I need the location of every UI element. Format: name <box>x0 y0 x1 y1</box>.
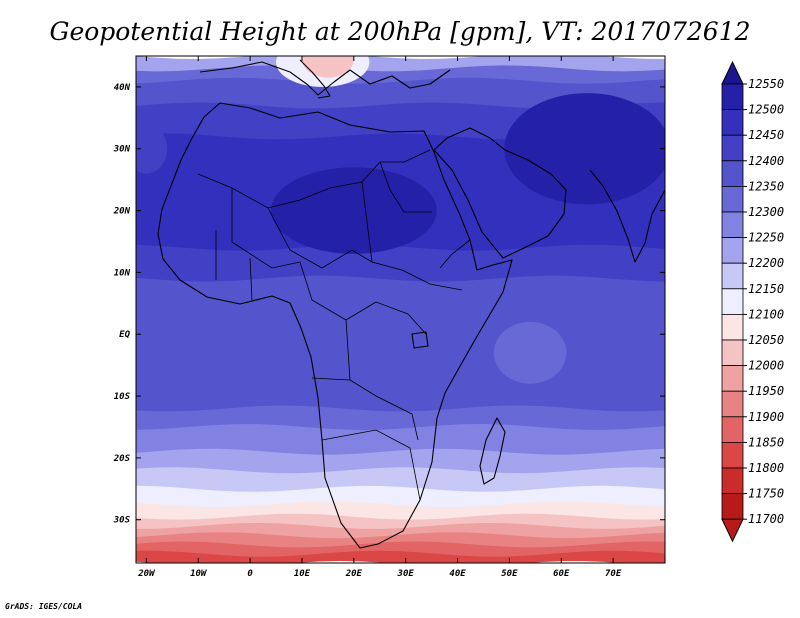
colorbar-label: 12450 <box>748 128 784 142</box>
x-tick-label: 20W <box>137 569 156 579</box>
field-patch-12000 <box>301 56 354 78</box>
colorbar-segment <box>721 493 744 520</box>
colorbar-segment <box>721 160 744 187</box>
x-tick-label: 30E <box>397 569 415 579</box>
x-tick-label: 50E <box>501 569 518 579</box>
field-band-12350 <box>136 77 665 110</box>
field-band-12400 <box>136 244 665 283</box>
y-tick-label: 10S <box>114 392 131 402</box>
x-tick-label: 10W <box>190 569 208 579</box>
colorbar-label: 12100 <box>748 307 784 321</box>
y-tick-label: 30S <box>113 516 131 526</box>
colorbar-top-arrow <box>721 60 744 85</box>
plot-frame <box>135 55 666 564</box>
x-tick-label: 0 <box>247 569 253 579</box>
colorbar-segment <box>721 185 744 213</box>
y-tick-label: 30N <box>113 145 131 155</box>
madagascar-coastline <box>479 417 506 485</box>
colorbar-label: 11900 <box>748 410 784 424</box>
grads-credit: GrADS: IGES/COLA <box>5 602 82 611</box>
colorbar-label: 12500 <box>748 103 784 117</box>
x-tick-label: 60E <box>553 569 570 579</box>
y-tick-label: 10N <box>114 268 131 278</box>
field-band-12350 <box>136 275 665 413</box>
colorbar-segment <box>721 288 744 315</box>
colorbar-label: 12000 <box>748 359 784 373</box>
coastlines <box>157 59 665 549</box>
colorbar-segment <box>721 237 744 264</box>
field-band-12300 <box>136 65 665 85</box>
arabia-coastline <box>433 127 567 259</box>
colorbar-segment <box>721 83 744 111</box>
colorbar-label: 12050 <box>748 333 784 347</box>
colorbar-label: 11850 <box>748 435 784 449</box>
geopotential-field <box>136 56 665 563</box>
europe-coastline <box>199 61 451 96</box>
colorbar-label: 12200 <box>748 256 784 270</box>
border-lines <box>197 149 471 501</box>
colorbar-label: 12400 <box>748 154 784 168</box>
italy-coastline <box>299 59 331 99</box>
colorbar-label: 12300 <box>748 205 784 219</box>
colorbar-segment <box>721 416 744 443</box>
country-borders <box>197 149 471 501</box>
field-band-12000 <box>136 513 665 530</box>
africa-coastline <box>157 102 513 549</box>
field-band-12200 <box>136 56 665 73</box>
field-patch-12500 <box>270 167 437 254</box>
x-tick-label: 40E <box>449 569 466 579</box>
colorbar-segment <box>721 262 744 290</box>
field-band-11800 <box>136 550 665 563</box>
field-band-12250 <box>136 424 665 456</box>
y-tick-label: 20S <box>113 454 131 464</box>
field-patch-12500 <box>504 93 665 205</box>
colorbar-bottom-arrow <box>721 518 744 543</box>
colorbar-segment <box>721 109 744 136</box>
field-band-11850 <box>136 541 665 558</box>
colorbar-label: 12250 <box>748 231 784 245</box>
longitude-axis: 20W 10W 0 10E 20E 30E 40E 50E 60E 70E <box>137 56 622 579</box>
colorbar-label: 11700 <box>748 512 784 526</box>
colorbar-segment <box>721 365 744 392</box>
latitude-axis: 40N 30N 20N 10N EQ 10S 20S 30S <box>113 83 665 526</box>
colorbar-segment <box>721 441 744 469</box>
field-band-12200 <box>136 448 665 475</box>
plot-area: 20W 10W 0 10E 20E 30E 40E 50E 60E 70E 40N 30N 20N 10… <box>113 55 666 579</box>
map-title: Geopotential Height at 200hPa [gpm], VT:… <box>49 17 750 46</box>
field-patch-12400 <box>136 124 168 174</box>
colorbar-label: 12550 <box>748 77 784 91</box>
colorbar-segment <box>721 390 744 418</box>
colorbar-segment <box>721 339 744 367</box>
field-patch-12300 <box>493 321 567 384</box>
colorbar-label: 11750 <box>748 487 784 501</box>
colorbar-segment <box>721 211 744 239</box>
field-band-12050 <box>136 501 665 521</box>
x-tick-label: 70E <box>605 569 622 579</box>
y-tick-label: 20N <box>113 207 131 217</box>
colorbar-label: 11950 <box>748 384 784 398</box>
y-tick-label: 40N <box>114 83 131 93</box>
colorbar-segment <box>721 134 744 162</box>
india-coastline <box>589 169 665 263</box>
colorbar-label: 12150 <box>748 282 784 296</box>
field-band-11900 <box>136 532 665 549</box>
colorbar-label: 11800 <box>748 461 784 475</box>
colorbar-segment <box>721 467 744 495</box>
lake-victoria <box>411 331 429 349</box>
x-tick-label: 10E <box>294 569 311 579</box>
y-tick-label: EQ <box>119 330 130 340</box>
colorbar: 12550 12500 12450 12400 12350 12300 12250 12200… <box>721 60 784 543</box>
colorbar-segment <box>721 313 744 341</box>
colorbar-label: 12350 <box>748 179 784 193</box>
x-tick-label: 20E <box>345 569 363 579</box>
field-band-12150 <box>136 467 665 493</box>
